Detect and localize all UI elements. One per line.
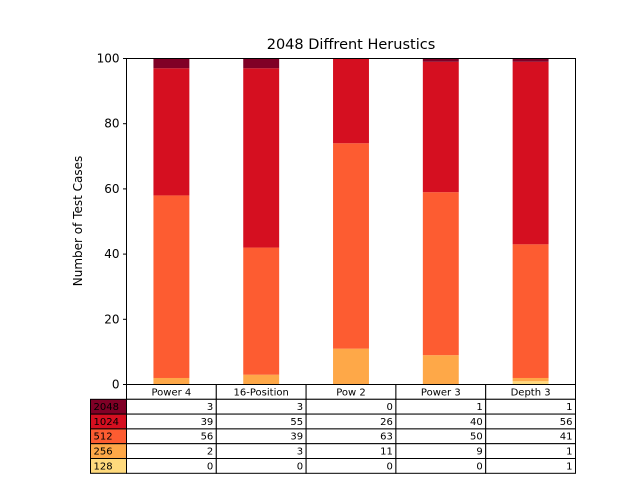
y-tick-label: 80 xyxy=(104,117,119,131)
table-row-label: 128 xyxy=(94,461,113,472)
table-cell xyxy=(485,443,577,460)
table-cell-value: 2 xyxy=(207,447,213,458)
bar-segment-1024-depth-3 xyxy=(512,61,549,245)
table-cell xyxy=(395,398,487,415)
bar-segment-512-power-4 xyxy=(153,195,190,378)
table-cell-value: 26 xyxy=(380,417,393,428)
table-cell-value: 56 xyxy=(201,432,214,443)
table-cell xyxy=(305,398,397,415)
y-axis: 0 20 40 60 80 100 xyxy=(97,52,127,392)
bar-segment-512-16-position xyxy=(243,247,280,375)
table-cell-value: 50 xyxy=(470,432,483,443)
bar-segment-256-16-position xyxy=(243,374,280,385)
bars-layer xyxy=(153,58,549,385)
table-cell xyxy=(126,398,217,415)
data-table: Power 4 16-Position Pow 2 Power 3 Depth 3204… xyxy=(90,384,577,474)
table-cell-value: 39 xyxy=(201,417,214,428)
table-cell-value: 63 xyxy=(380,432,393,443)
table-cell xyxy=(215,458,307,474)
y-tick-label: 40 xyxy=(104,247,119,261)
table-cell-value: 0 xyxy=(207,461,213,472)
table-column-header: Depth 3 xyxy=(511,387,551,398)
table-cell-value: 3 xyxy=(297,447,303,458)
table-cell-value: 0 xyxy=(476,461,482,472)
bar-segment-1024-16-position xyxy=(243,68,280,248)
table-row-label: 512 xyxy=(94,432,113,443)
table-cell-value: 0 xyxy=(387,461,393,472)
table-cell-value: 39 xyxy=(290,432,303,443)
bar-segment-2048-depth-3 xyxy=(512,58,549,62)
bar-segment-256-power-3 xyxy=(422,355,459,385)
table-cell xyxy=(395,443,487,460)
table-cell-value: 1 xyxy=(566,447,572,458)
bar-segment-1024-power-3 xyxy=(422,61,459,193)
bar-segment-256-depth-3 xyxy=(512,377,549,382)
table-cell-value: 0 xyxy=(387,402,393,413)
table-cell-value: 55 xyxy=(290,417,303,428)
table-cell xyxy=(215,398,307,415)
table-cell-value: 1 xyxy=(476,402,482,413)
table-cell xyxy=(485,398,577,415)
bar-segment-1024-power-4 xyxy=(153,68,190,196)
table-cell-value: 41 xyxy=(560,432,573,443)
y-tick-label: 20 xyxy=(104,312,119,326)
table-cell-value: 3 xyxy=(207,402,213,413)
y-tick-label: 60 xyxy=(104,182,119,196)
table-cell-value: 1 xyxy=(566,461,572,472)
bar-segment-256-pow-2 xyxy=(333,348,369,385)
table-cell-value: 3 xyxy=(297,402,303,413)
bar-segment-2048-power-4 xyxy=(153,58,190,69)
table-row-label: 256 xyxy=(94,447,113,458)
table-cell-value: 56 xyxy=(560,417,573,428)
table-column-header: 16-Position xyxy=(234,387,289,398)
table-column-header: Pow 2 xyxy=(336,387,366,398)
bar-segment-512-power-3 xyxy=(422,192,459,356)
table-cell-value: 40 xyxy=(470,417,483,428)
table-cell xyxy=(126,458,217,474)
bar-segment-2048-power-3 xyxy=(422,58,459,62)
bar-segment-1024-pow-2 xyxy=(333,58,369,144)
table-cell xyxy=(485,458,577,474)
table-cell-value: 11 xyxy=(380,447,393,458)
table-cell xyxy=(215,443,307,460)
table-cell xyxy=(395,458,487,474)
table-cell-value: 9 xyxy=(476,447,482,458)
table-cell-value: 1 xyxy=(566,402,572,413)
table-cell xyxy=(126,443,217,460)
bar-segment-256-power-4 xyxy=(153,377,190,385)
bar-segment-2048-16-position xyxy=(243,58,280,69)
table-row-label: 1024 xyxy=(94,417,119,428)
y-tick-label: 100 xyxy=(97,52,120,66)
bar-segment-128-depth-3 xyxy=(512,381,549,385)
bar-segment-512-depth-3 xyxy=(512,244,549,378)
bar-segment-512-pow-2 xyxy=(333,143,369,349)
table-column-header: Power 3 xyxy=(421,387,461,398)
table-column-header: Power 4 xyxy=(152,387,192,398)
y-tick-label: 0 xyxy=(112,378,120,392)
table-row-label: 2048 xyxy=(94,402,119,413)
y-axis-label: Number of Test Cases xyxy=(71,156,85,286)
chart-title: 2048 Diffrent Herustics xyxy=(267,37,436,53)
table-cell-value: 0 xyxy=(297,461,303,472)
table-cell xyxy=(305,458,397,474)
